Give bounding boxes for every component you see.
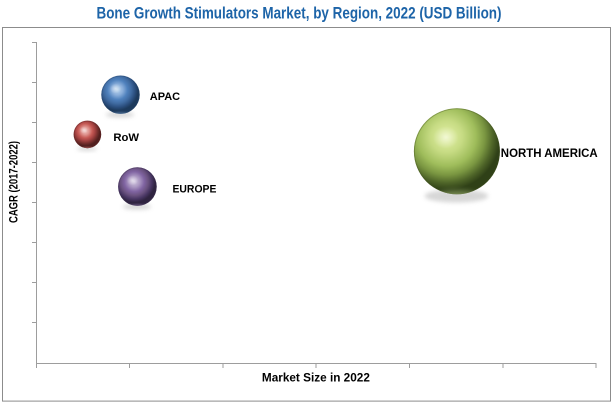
svg-text:NORTH AMERICA: NORTH AMERICA (501, 146, 598, 160)
svg-text:EUROPE: EUROPE (173, 183, 217, 195)
svg-text:CAGR (2017-2022): CAGR (2017-2022) (6, 141, 20, 223)
svg-text:RoW: RoW (113, 132, 139, 144)
svg-text:Bone Growth Stimulators Market: Bone Growth Stimulators Market, by Regio… (97, 5, 502, 23)
svg-text:APAC: APAC (150, 91, 180, 103)
svg-text:Market Size in 2022: Market Size in 2022 (262, 371, 370, 385)
